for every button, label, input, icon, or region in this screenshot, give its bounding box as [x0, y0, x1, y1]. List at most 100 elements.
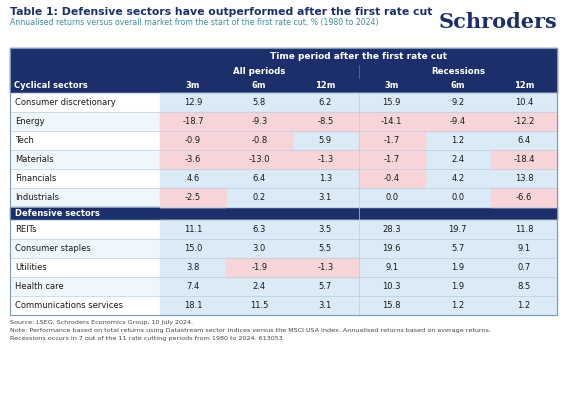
Text: Communications services: Communications services [15, 301, 123, 310]
Text: 19.7: 19.7 [448, 225, 467, 234]
Bar [10, 78, 557, 93]
Text: Health care: Health care [15, 282, 64, 291]
Text: 1.2: 1.2 [451, 301, 464, 310]
Text: 3.5: 3.5 [319, 225, 332, 234]
Bar [491, 112, 557, 131]
Text: 3m: 3m [186, 81, 200, 90]
Text: 12m: 12m [514, 81, 534, 90]
Text: 0.0: 0.0 [385, 193, 398, 202]
Bar [160, 188, 557, 207]
Text: 6.3: 6.3 [252, 225, 266, 234]
Text: 10.4: 10.4 [515, 98, 533, 107]
Text: 3.1: 3.1 [319, 301, 332, 310]
Text: 4.6: 4.6 [187, 174, 200, 183]
Bar [425, 112, 491, 131]
Text: -1.7: -1.7 [383, 136, 400, 145]
Text: Industrials: Industrials [15, 193, 59, 202]
Text: 6m: 6m [451, 81, 465, 90]
Bar [160, 150, 557, 169]
Text: Energy: Energy [15, 117, 45, 126]
Text: Time period after the first rate cut: Time period after the first rate cut [270, 52, 447, 61]
Bar [160, 220, 557, 239]
Text: -0.8: -0.8 [251, 136, 268, 145]
Text: -1.3: -1.3 [318, 263, 333, 272]
Text: -1.9: -1.9 [251, 263, 267, 272]
Text: Source: LSEG, Schroders Economics Group, 10 July 2024.: Source: LSEG, Schroders Economics Group,… [10, 320, 193, 325]
Text: 4.2: 4.2 [451, 174, 464, 183]
Text: 11.5: 11.5 [250, 301, 268, 310]
Bar [358, 131, 425, 150]
Text: Schroders: Schroders [438, 12, 557, 32]
Bar [160, 239, 557, 258]
Bar [10, 48, 557, 65]
Text: 5.8: 5.8 [253, 98, 266, 107]
Text: Consumer staples: Consumer staples [15, 244, 91, 253]
Bar [358, 112, 425, 131]
Text: 2.4: 2.4 [253, 282, 266, 291]
Text: 5.7: 5.7 [319, 282, 332, 291]
Text: 9.1: 9.1 [385, 263, 398, 272]
Text: 9.1: 9.1 [517, 244, 531, 253]
Text: 11.1: 11.1 [184, 225, 202, 234]
Bar [10, 48, 557, 315]
Bar [160, 258, 557, 277]
Text: -3.6: -3.6 [185, 155, 201, 164]
Bar [160, 296, 557, 315]
Text: 0.2: 0.2 [253, 193, 266, 202]
Text: 15.8: 15.8 [382, 301, 401, 310]
Text: Materials: Materials [15, 155, 54, 164]
Text: 11.8: 11.8 [515, 225, 533, 234]
Text: 3.0: 3.0 [253, 244, 266, 253]
Text: Annualised returns versus overall market from the start of the first rate cut, %: Annualised returns versus overall market… [10, 18, 379, 27]
Bar [293, 112, 358, 131]
Bar [226, 131, 293, 150]
Bar [10, 277, 557, 296]
Bar [293, 258, 358, 277]
Text: Consumer discretionary: Consumer discretionary [15, 98, 116, 107]
Bar [10, 220, 557, 239]
Text: 9.2: 9.2 [451, 98, 464, 107]
Text: 3.8: 3.8 [187, 263, 200, 272]
Bar [226, 150, 293, 169]
Text: 1.9: 1.9 [451, 282, 464, 291]
Text: Note: Performance based on total returns using Datastream sector indices versus : Note: Performance based on total returns… [10, 328, 491, 333]
Text: -1.3: -1.3 [318, 155, 333, 164]
Bar [10, 93, 557, 112]
Text: 0.7: 0.7 [517, 263, 531, 272]
Text: -6.6: -6.6 [516, 193, 532, 202]
Bar [226, 258, 293, 277]
Bar [226, 112, 293, 131]
Text: -2.5: -2.5 [185, 193, 201, 202]
Text: 13.8: 13.8 [515, 174, 533, 183]
Text: 6.4: 6.4 [253, 174, 266, 183]
Text: -12.2: -12.2 [513, 117, 535, 126]
Bar [358, 169, 425, 188]
Text: -18.7: -18.7 [182, 117, 204, 126]
Text: Recessions: Recessions [431, 67, 485, 76]
Text: -8.5: -8.5 [318, 117, 333, 126]
Text: -9.4: -9.4 [450, 117, 466, 126]
Text: Utilities: Utilities [15, 263, 46, 272]
Text: -9.3: -9.3 [251, 117, 268, 126]
Text: 15.9: 15.9 [382, 98, 401, 107]
Bar [10, 296, 557, 315]
Bar [358, 150, 425, 169]
Text: 3m: 3m [384, 81, 399, 90]
Bar [10, 239, 557, 258]
Bar [160, 150, 226, 169]
Text: -0.4: -0.4 [383, 174, 400, 183]
Bar [160, 188, 226, 207]
Text: Recessions occurs in 7 out of the 11 rate cutting periods from 1980 to 2024. 613: Recessions occurs in 7 out of the 11 rat… [10, 336, 283, 341]
Bar [10, 112, 557, 131]
Bar [160, 93, 557, 112]
Text: 0.0: 0.0 [451, 193, 464, 202]
Text: Table 1: Defensive sectors have outperformed after the first rate cut: Table 1: Defensive sectors have outperfo… [10, 7, 433, 17]
Text: 1.3: 1.3 [319, 174, 332, 183]
Text: 6m: 6m [252, 81, 266, 90]
Bar [10, 65, 557, 78]
Bar [160, 112, 557, 131]
Text: 15.0: 15.0 [184, 244, 202, 253]
Text: Tech: Tech [15, 136, 34, 145]
Text: 10.3: 10.3 [382, 282, 401, 291]
Text: 18.1: 18.1 [184, 301, 202, 310]
